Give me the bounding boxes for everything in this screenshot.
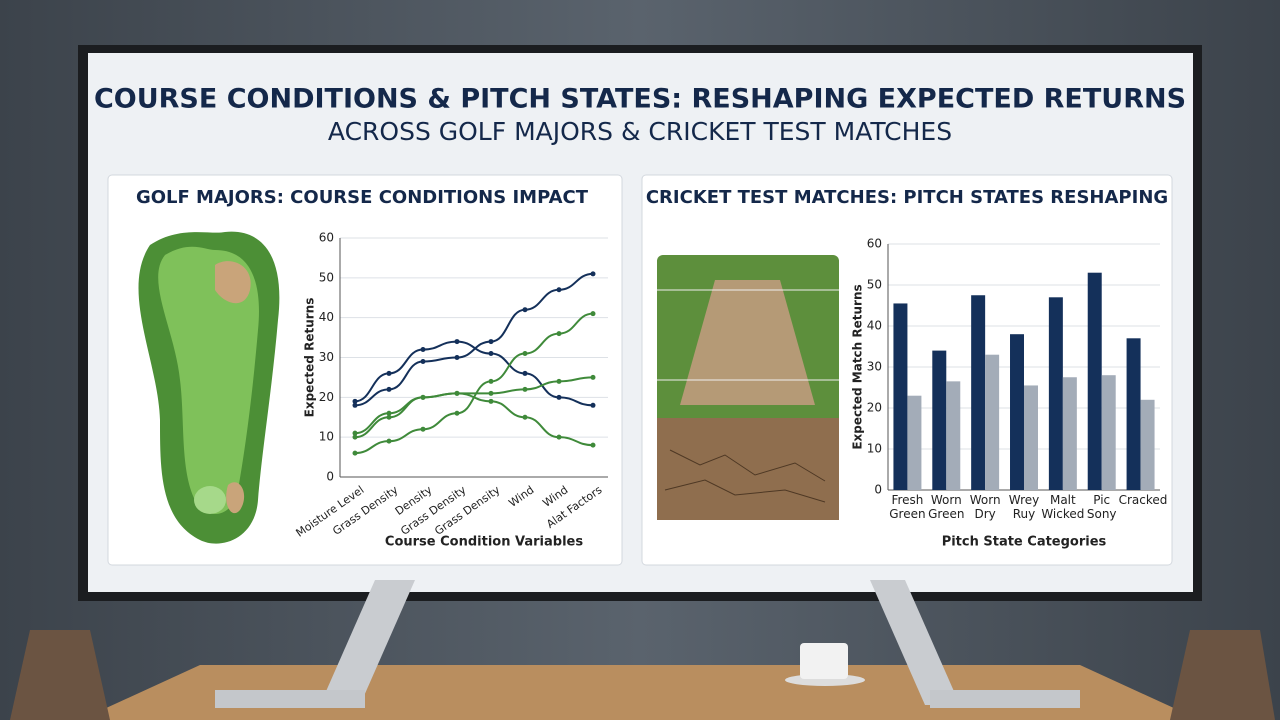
point xyxy=(420,426,426,432)
bar xyxy=(1101,375,1116,490)
x-tick-label: Pic Sony xyxy=(1086,493,1117,521)
x-tick-label: Worn Dry xyxy=(969,493,1001,521)
mug xyxy=(800,643,848,679)
point xyxy=(488,390,494,396)
point xyxy=(522,414,528,420)
point xyxy=(522,351,528,357)
chart-title: CRICKET TEST MATCHES: PITCH STATES RESHA… xyxy=(646,187,1168,208)
bar xyxy=(1062,377,1077,490)
point xyxy=(352,430,358,436)
bar xyxy=(1010,334,1024,490)
point xyxy=(556,331,562,337)
point xyxy=(488,398,494,404)
y-tick-label: 20 xyxy=(319,390,334,404)
point xyxy=(386,414,392,420)
y-tick-label: 30 xyxy=(867,360,882,374)
point xyxy=(590,442,596,448)
y-tick-label: 0 xyxy=(874,483,882,497)
bar xyxy=(1024,385,1038,490)
bar xyxy=(907,395,922,490)
page-subtitle: ACROSS GOLF MAJORS & CRICKET TEST MATCHE… xyxy=(328,117,952,146)
line xyxy=(354,312,594,455)
page-title: COURSE CONDITIONS & PITCH STATES: RESHAP… xyxy=(94,84,1186,115)
bar xyxy=(893,303,908,490)
x-tick-label: Worn Green xyxy=(928,493,965,521)
point xyxy=(556,378,562,384)
x-axis-label: Pitch State Categories xyxy=(942,535,1107,550)
bar xyxy=(1126,338,1141,490)
y-tick-label: 50 xyxy=(319,270,334,284)
x-tick-label: Wrey Ruy xyxy=(1008,493,1040,521)
x-axis-label: Course Condition Variables xyxy=(385,535,583,550)
point xyxy=(352,450,358,456)
point xyxy=(556,394,562,400)
point xyxy=(454,410,460,416)
bar xyxy=(1087,272,1102,490)
point xyxy=(454,355,460,360)
point xyxy=(386,410,392,416)
point xyxy=(386,386,392,392)
bunker xyxy=(215,261,251,304)
y-tick-label: 60 xyxy=(319,231,334,245)
point xyxy=(420,358,426,364)
point xyxy=(590,271,596,277)
point xyxy=(590,374,596,380)
point xyxy=(488,339,494,345)
laptop-screen xyxy=(320,580,415,705)
line xyxy=(354,376,594,435)
y-tick-label: 60 xyxy=(867,237,882,251)
laptop-screen xyxy=(870,580,960,705)
golf-fairway xyxy=(158,246,259,514)
point xyxy=(522,307,528,313)
y-tick-label: 40 xyxy=(867,319,882,333)
laptop-base xyxy=(930,690,1080,708)
y-tick-label: 20 xyxy=(867,401,882,415)
y-tick-label: 50 xyxy=(867,278,882,292)
x-tick-label: Fresh Green xyxy=(889,493,926,521)
y-tick-label: 40 xyxy=(319,310,334,324)
bar xyxy=(932,350,947,490)
point xyxy=(522,386,528,392)
point xyxy=(556,287,562,293)
point xyxy=(420,394,426,400)
point xyxy=(352,434,358,440)
bar xyxy=(971,295,986,490)
golf-green xyxy=(194,486,226,514)
bar xyxy=(1048,297,1063,490)
y-axis-label: Expected Returns xyxy=(303,298,317,418)
point xyxy=(488,378,494,384)
point xyxy=(386,370,392,376)
y-axis-label: Expected Match Returns xyxy=(851,284,865,449)
bar xyxy=(985,354,1000,490)
cracks xyxy=(664,449,826,503)
laptop-base xyxy=(215,690,365,708)
cracked-soil xyxy=(657,418,839,520)
line xyxy=(354,340,594,407)
point xyxy=(386,438,392,444)
pitch-strip xyxy=(680,280,815,405)
y-tick-label: 10 xyxy=(867,442,882,456)
x-tick-label: Cracked xyxy=(1118,493,1168,507)
chart-title: GOLF MAJORS: COURSE CONDITIONS IMPACT xyxy=(136,187,589,208)
y-tick-label: 0 xyxy=(326,470,334,484)
y-tick-label: 10 xyxy=(319,430,334,444)
point xyxy=(420,347,426,353)
bunker xyxy=(226,482,245,514)
point xyxy=(352,398,358,404)
point xyxy=(522,370,528,376)
point xyxy=(590,402,596,408)
point xyxy=(556,434,562,440)
y-tick-label: 30 xyxy=(319,350,334,364)
point xyxy=(352,402,358,408)
point xyxy=(454,390,460,396)
bar xyxy=(1140,399,1155,490)
point xyxy=(488,351,494,357)
point xyxy=(590,311,596,317)
point xyxy=(454,339,460,345)
bar xyxy=(946,381,961,490)
x-tick-label: Malt Wicked xyxy=(1041,493,1085,521)
